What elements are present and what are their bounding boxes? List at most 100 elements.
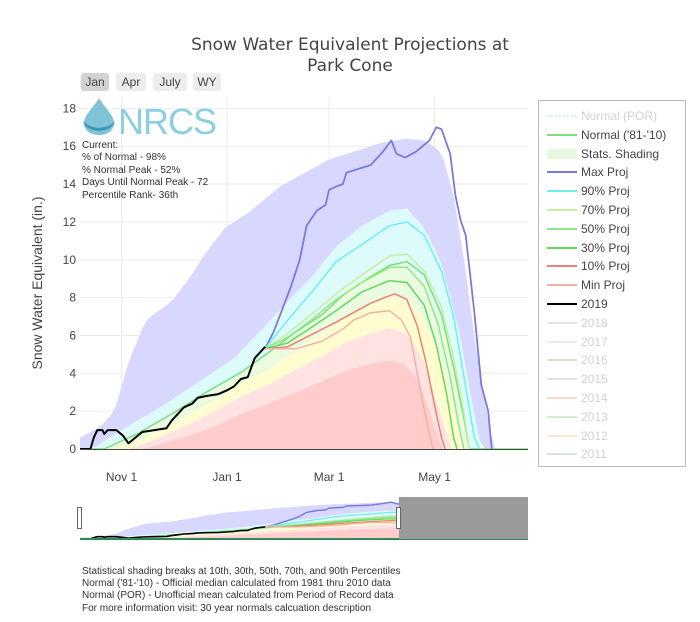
- legend-swatch: [547, 133, 577, 136]
- shading-band-1: [128, 524, 452, 539]
- legend-item-14[interactable]: 2015: [539, 370, 685, 388]
- shading-band-0: [140, 360, 444, 449]
- legend-swatch: [547, 246, 577, 249]
- range-button-apr[interactable]: Apr: [116, 73, 146, 91]
- legend-label: 2017: [581, 334, 608, 349]
- legend-swatch: [547, 359, 577, 362]
- legend-item-16[interactable]: 2013: [539, 408, 685, 426]
- legend-label: Stats. Shading: [581, 146, 660, 161]
- range-slider-left-handle[interactable]: [77, 507, 82, 529]
- series-line-7: [265, 310, 434, 450]
- legend-item-11[interactable]: 2018: [539, 314, 685, 332]
- y-tick-label-9: 18: [63, 101, 77, 115]
- shading-band-1: [128, 328, 452, 449]
- legend-swatch: [547, 227, 577, 230]
- y-tick-label-0: 0: [69, 442, 76, 456]
- series-line-8: [80, 526, 266, 540]
- legend-item-12[interactable]: 2017: [539, 333, 685, 351]
- shading-band-3: [104, 263, 470, 449]
- x-tick-label-3: May 1: [418, 470, 451, 484]
- legend-item-10[interactable]: 2019: [539, 295, 685, 313]
- legend-label: 2014: [581, 391, 608, 405]
- series-line-4: [264, 266, 465, 450]
- range-slider-right-handle[interactable]: [396, 507, 401, 529]
- legend-item-17[interactable]: 2012: [539, 427, 685, 445]
- x-tick-label-0: Nov 1: [106, 470, 138, 484]
- legend-item-2[interactable]: Stats. Shading: [539, 145, 685, 163]
- y-tick-label-8: 16: [63, 139, 77, 153]
- legend-swatch: [547, 434, 577, 437]
- shading-band-0: [140, 528, 444, 539]
- legend-label: 2013: [581, 409, 608, 424]
- shading-band-2: [114, 520, 463, 539]
- legend-swatch: [547, 190, 577, 193]
- chart-title-line-1: Snow Water Equivalent Projections at: [191, 35, 509, 55]
- y-axis-label: Snow Water Equivalent (in.): [29, 197, 45, 370]
- y-tick-label-4: 8: [69, 291, 76, 305]
- y-tick-label-7: 14: [63, 177, 77, 191]
- footnote-normal-8110: Normal ('81-'10) - Official median calcu…: [82, 578, 391, 590]
- water-drop-icon: [84, 98, 114, 135]
- y-tick-label-5: 10: [63, 253, 77, 267]
- footnote-normal-por: Normal (POR) - Unofficial mean calculate…: [82, 590, 394, 602]
- legend-item-4[interactable]: 90% Proj: [539, 182, 685, 200]
- nrcs-logo: NRCS: [83, 98, 217, 142]
- legend-item-8[interactable]: 10% Proj: [539, 257, 685, 275]
- percent-of-normal: % of Normal - 98%: [82, 152, 166, 164]
- legend-label: 2016: [581, 353, 608, 368]
- legend-item-1[interactable]: Normal ('81-'10): [539, 126, 685, 144]
- x-tick-label-1: Jan 1: [212, 470, 242, 484]
- range-button-jan[interactable]: Jan: [81, 73, 109, 91]
- range-slider[interactable]: [80, 497, 528, 540]
- legend-label: Normal ('81-'10): [581, 127, 667, 142]
- legend-swatch: [547, 378, 577, 381]
- legend-item-18[interactable]: 2011: [539, 445, 685, 463]
- legend-label: Normal (POR): [581, 109, 658, 123]
- axes: 0 2 4 6 8 10 12 14 16 18 Nov 1 Jan 1 Mar 1 May 1: [63, 101, 528, 484]
- legend-item-6[interactable]: 50% Proj: [539, 220, 685, 238]
- legend: Normal (POR) Normal ('81-'10) Stats. Shadi…: [538, 100, 686, 467]
- legend-swatch: [547, 340, 577, 343]
- legend-item-9[interactable]: Min Proj: [539, 276, 685, 294]
- legend-label: 2011: [581, 447, 607, 462]
- y-tick-label-6: 12: [63, 215, 77, 229]
- legend-label: 90% Proj: [581, 184, 630, 199]
- shading-band-2: [114, 297, 463, 449]
- legend-swatch: [547, 303, 577, 305]
- legend-label: Max Proj: [581, 165, 629, 180]
- chart-title-line-2: Park Cone: [307, 56, 393, 76]
- legend-item-15[interactable]: 2014: [539, 389, 685, 407]
- percentile-rank: Percentile Rank- 36th: [82, 189, 179, 201]
- footnote-more-info: For more information visit: 30 year norm…: [82, 602, 372, 614]
- y-tick-label-1: 2: [69, 404, 76, 418]
- percent-normal-peak: % Normal Peak - 52%: [82, 164, 181, 176]
- series-line-2: [264, 221, 481, 450]
- legend-label: 50% Proj: [581, 221, 630, 236]
- legend-swatch: [547, 415, 577, 418]
- legend-item-0[interactable]: Normal (POR): [539, 107, 685, 125]
- legend-item-5[interactable]: 70% Proj: [539, 201, 685, 219]
- range-button-july[interactable]: July: [153, 73, 187, 91]
- legend-item-7[interactable]: 30% Proj: [539, 239, 685, 257]
- x-tick-label-2: Mar 1: [314, 470, 345, 484]
- legend-swatch: [547, 284, 577, 287]
- y-tick-label-2: 4: [69, 366, 76, 380]
- legend-item-13[interactable]: 2016: [539, 351, 685, 369]
- series-line-5: [264, 279, 458, 450]
- range-button-wy[interactable]: WY: [193, 73, 221, 91]
- legend-swatch: [547, 171, 577, 174]
- series-line-8: [80, 346, 266, 450]
- legend-label: 30% Proj: [581, 240, 630, 255]
- legend-item-3[interactable]: Max Proj: [539, 163, 685, 181]
- main-plot-area[interactable]: 0 2 4 6 8 10 12 14 16 18 Nov 1 Jan 1 Mar 1 May 1: [63, 97, 528, 484]
- series-line-1: [264, 126, 493, 450]
- legend-swatch: [547, 209, 577, 211]
- days-until-normal-peak: Days Until Normal Peak - 72: [82, 177, 209, 189]
- logo-text: NRCS: [118, 101, 216, 142]
- water-drop-wave: [83, 121, 115, 131]
- footnotes: Statistical shading breaks at 10th, 30th…: [82, 566, 401, 615]
- legend-swatch: [547, 453, 577, 456]
- legend-label: 2012: [581, 428, 608, 443]
- current-label: Current:: [82, 140, 119, 151]
